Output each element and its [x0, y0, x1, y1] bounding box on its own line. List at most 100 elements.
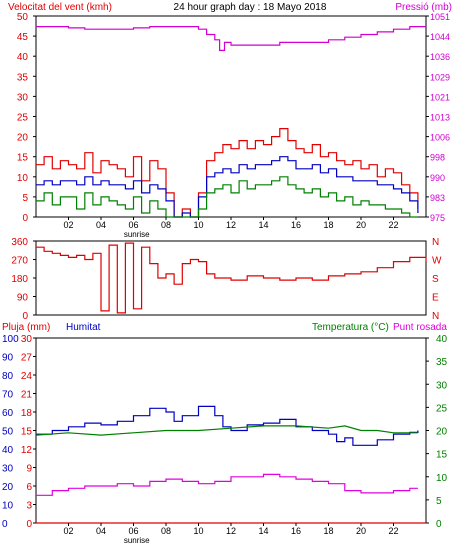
series-temp: [35, 425, 418, 436]
humidity-y-tick-label: 80: [2, 371, 14, 382]
x-tick-label: 08: [161, 220, 171, 230]
temp-y-tick-label: 15: [436, 450, 448, 461]
x-tick-label: 14: [258, 526, 268, 536]
x-tick-label: 22: [388, 220, 398, 230]
temp-y-tick-label: 30: [436, 380, 448, 391]
rain-y-tick-label: 12: [21, 445, 33, 456]
x-tick-label: 06: [128, 220, 138, 230]
sunrise-label: sunrise: [124, 536, 150, 545]
humidity-y-tick-label: 90: [2, 353, 14, 364]
compass-tick-label: N: [432, 311, 439, 322]
series-dew: [36, 473, 418, 496]
series-wind_avg: [36, 156, 419, 218]
dewpoint-axis-title: Punt rosada: [393, 322, 447, 333]
direction-y-tick-label: 360: [11, 237, 28, 248]
temperature-axis-title: Temperatura (°C): [312, 322, 389, 333]
pressure-y-tick-label: 1036: [430, 52, 450, 62]
compass-tick-label: S: [432, 274, 439, 285]
wind-y-tick-label: 30: [17, 92, 29, 103]
temp-y-tick-label: 25: [436, 403, 448, 414]
x-tick-label: 16: [291, 220, 301, 230]
rain-y-tick-label: 9: [26, 464, 32, 475]
pressure-y-tick-label: 1044: [430, 32, 450, 42]
wind-y-tick-label: 35: [17, 72, 29, 83]
rain-y-tick-label: 27: [21, 353, 33, 364]
x-tick-label: 02: [63, 526, 73, 536]
compass-tick-label: N: [432, 237, 439, 248]
x-tick-label: 20: [356, 526, 366, 536]
temp-y-tick-label: 35: [436, 357, 448, 368]
x-tick-label: 14: [258, 220, 268, 230]
rain-y-tick-label: 0: [26, 519, 32, 530]
x-tick-label: 12: [226, 526, 236, 536]
chart-title: 24 hour graph day : 18 Mayo 2018: [174, 2, 327, 13]
humidity-y-tick-label: 20: [2, 482, 14, 493]
compass-tick-label: W: [432, 256, 442, 267]
temp-y-tick-label: 0: [436, 519, 442, 530]
temp-y-tick-label: 20: [436, 427, 448, 438]
x-tick-label: 10: [193, 220, 203, 230]
rain-y-tick-label: 18: [21, 408, 33, 419]
series-direction: [36, 242, 427, 314]
wind-axis-title: Velocitat del vent (kmh): [8, 2, 112, 13]
sunrise-label: sunrise: [124, 230, 150, 239]
plots-layer: 0510152025303540455097598399099810061013…: [2, 12, 450, 545]
rain-y-tick-label: 21: [21, 390, 33, 401]
compass-tick-label: E: [432, 293, 439, 304]
x-tick-label: 16: [291, 526, 301, 536]
rain-y-tick-label: 24: [21, 371, 33, 382]
x-tick-label: 02: [63, 220, 73, 230]
direction-y-tick-label: 180: [11, 274, 28, 285]
humidity-y-tick-label: 30: [2, 464, 14, 475]
x-tick-label: 04: [96, 220, 106, 230]
wind-y-tick-label: 50: [17, 12, 29, 23]
humidity-y-tick-label: 40: [2, 445, 14, 456]
rain-y-tick-label: 3: [26, 501, 32, 512]
pressure-y-tick-label: 990: [430, 173, 445, 183]
humidity-axis-title: Humitat: [66, 322, 101, 333]
pressure-y-tick-label: 975: [430, 213, 445, 223]
pressure-y-tick-label: 1029: [430, 72, 450, 82]
pressure-y-tick-label: 1013: [430, 113, 450, 123]
rain-y-tick-label: 30: [21, 334, 33, 345]
wind-y-tick-label: 20: [17, 133, 29, 144]
wind-y-tick-label: 25: [17, 113, 29, 124]
wind-y-tick-label: 5: [22, 193, 28, 204]
pressure-y-tick-label: 983: [430, 193, 445, 203]
rain-y-tick-label: 15: [21, 427, 33, 438]
x-tick-label: 04: [96, 526, 106, 536]
temp-y-tick-label: 40: [436, 334, 448, 345]
series-wind_lull: [36, 176, 418, 218]
x-tick-label: 20: [356, 220, 366, 230]
rain-axis-title: Pluja (mm): [2, 322, 50, 333]
wind-y-tick-label: 40: [17, 52, 29, 63]
wind-y-tick-label: 0: [22, 213, 28, 224]
series-wind_gust: [36, 128, 419, 218]
direction-y-tick-label: 90: [17, 293, 29, 304]
x-tick-label: 12: [226, 220, 236, 230]
series-humidity: [36, 405, 419, 446]
humidity-y-tick-label: 0: [2, 519, 8, 530]
wind-y-tick-label: 45: [17, 32, 29, 43]
x-tick-label: 06: [128, 526, 138, 536]
humidity-y-tick-label: 10: [2, 501, 14, 512]
humidity-y-tick-label: 100: [2, 334, 19, 345]
humidity-y-tick-label: 50: [2, 427, 14, 438]
wind-y-tick-label: 10: [17, 173, 29, 184]
pressure-y-tick-label: 1006: [430, 133, 450, 143]
humidity-y-tick-label: 60: [2, 408, 14, 419]
pressure-axis-title: Pressió (mb): [395, 2, 452, 13]
wind-y-tick-label: 15: [17, 153, 29, 164]
direction-y-tick-label: 270: [11, 256, 28, 267]
pressure-y-tick-label: 1021: [430, 92, 450, 102]
rain-y-tick-label: 6: [26, 482, 32, 493]
temp-y-tick-label: 10: [436, 473, 448, 484]
pressure-y-tick-label: 998: [430, 153, 445, 163]
series-pressure: [36, 26, 426, 51]
x-tick-label: 10: [193, 526, 203, 536]
x-tick-label: 08: [161, 526, 171, 536]
x-tick-label: 22: [388, 526, 398, 536]
humidity-y-tick-label: 70: [2, 390, 14, 401]
